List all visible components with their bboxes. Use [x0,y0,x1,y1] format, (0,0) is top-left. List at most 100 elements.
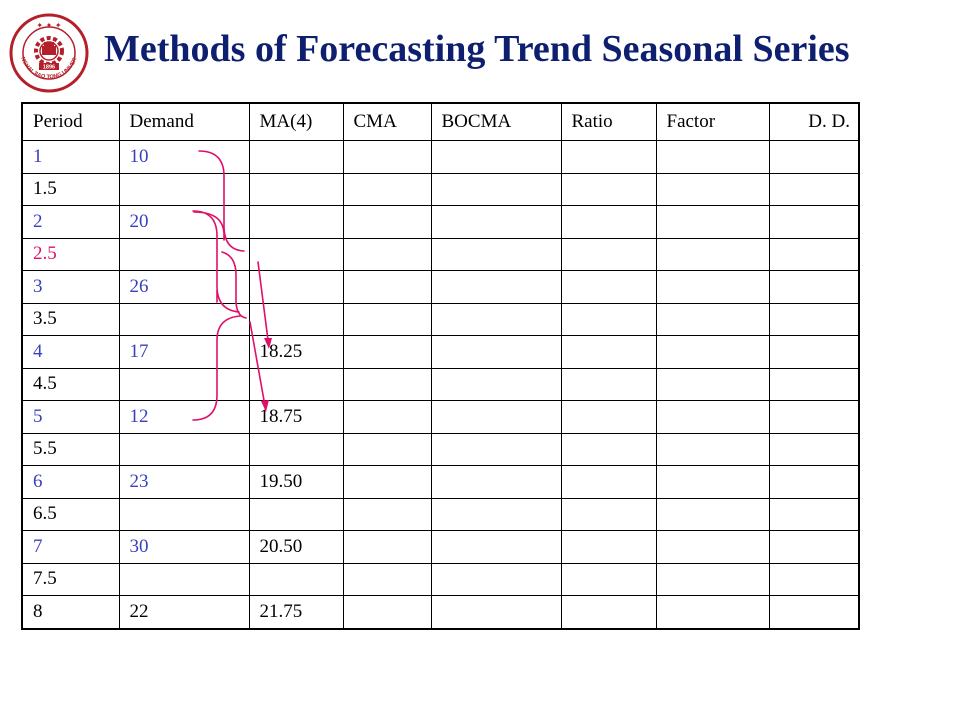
ma4-cell [248,270,344,304]
cma-cell [342,237,432,271]
bocma-cell [430,465,562,499]
dd-cell [768,205,860,239]
ma4-cell [248,172,344,206]
ratio-cell [560,400,657,434]
factor-cell [655,237,770,271]
ma4-cell: 19.50 [248,465,344,499]
ma4-cell [248,367,344,401]
cma-cell [342,270,432,304]
ma4-cell: 20.50 [248,530,344,564]
demand-cell [118,367,250,401]
ma4-cell [248,237,344,271]
ratio-cell [560,335,657,369]
ma4-cell: 18.75 [248,400,344,434]
ratio-cell [560,562,657,596]
period-cell: 5 [21,400,120,434]
factor-cell [655,335,770,369]
cma-cell [342,562,432,596]
ratio-cell [560,465,657,499]
ratio-cell [560,140,657,174]
ma4-cell [248,562,344,596]
ratio-cell [560,205,657,239]
ma4-cell: 21.75 [248,595,344,629]
table-row: 5 12 18.75 [21,400,860,434]
cma-cell [342,530,432,564]
period-cell: 2 [21,205,120,239]
period-cell: 1.5 [21,172,120,206]
dd-cell [768,335,860,369]
cma-cell [342,172,432,206]
factor-cell [655,595,770,629]
factor-cell [655,432,770,466]
header-demand: Demand [118,102,250,141]
table-row: 8 22 21.75 [21,595,860,629]
dd-cell [768,497,860,531]
table-row: 6.5 [21,497,860,531]
forecast-table: Period Demand MA(4) CMA BOCMA Ratio Fact… [21,102,860,630]
demand-cell: 10 [118,140,250,174]
table-row: 4.5 [21,367,860,401]
header-factor: Factor [655,102,770,141]
cma-cell [342,465,432,499]
period-cell: 2.5 [21,237,120,271]
ma4-cell [248,205,344,239]
bocma-cell [430,335,562,369]
table-row: 7.5 [21,562,860,596]
period-cell: 3.5 [21,302,120,336]
dd-cell [768,270,860,304]
demand-cell [118,237,250,271]
factor-cell [655,270,770,304]
bocma-cell [430,497,562,531]
cma-cell [342,595,432,629]
factor-cell [655,140,770,174]
demand-cell [118,562,250,596]
period-cell: 3 [21,270,120,304]
demand-cell: 20 [118,205,250,239]
table-row: 2 20 [21,205,860,239]
table-header-row: Period Demand MA(4) CMA BOCMA Ratio Fact… [21,102,860,141]
svg-text:1896: 1896 [43,65,55,71]
bocma-cell [430,432,562,466]
dd-cell [768,530,860,564]
dd-cell [768,595,860,629]
table-row: 7 30 20.50 [21,530,860,564]
bocma-cell [430,367,562,401]
demand-cell [118,302,250,336]
table-row: 4 17 18.25 [21,335,860,369]
table-row: 3.5 [21,302,860,336]
ratio-cell [560,270,657,304]
dd-cell [768,172,860,206]
demand-cell: 12 [118,400,250,434]
factor-cell [655,302,770,336]
header-cma: CMA [342,102,432,141]
dd-cell [768,400,860,434]
ratio-cell [560,237,657,271]
cma-cell [342,302,432,336]
dd-cell [768,367,860,401]
bocma-cell [430,562,562,596]
ratio-cell [560,432,657,466]
bocma-cell [430,172,562,206]
cma-cell [342,335,432,369]
bocma-cell [430,140,562,174]
dd-cell [768,140,860,174]
page-title: Methods of Forecasting Trend Seasonal Se… [104,28,850,70]
cma-cell [342,400,432,434]
dd-cell [768,562,860,596]
demand-cell: 30 [118,530,250,564]
dd-cell [768,302,860,336]
header-dd: D. D. [768,102,860,141]
factor-cell [655,465,770,499]
demand-cell [118,497,250,531]
ratio-cell [560,530,657,564]
cma-cell [342,432,432,466]
period-cell: 8 [21,595,120,629]
demand-cell [118,172,250,206]
bocma-cell [430,595,562,629]
ratio-cell [560,595,657,629]
ratio-cell [560,497,657,531]
table-row: 1.5 [21,172,860,206]
factor-cell [655,530,770,564]
factor-cell [655,172,770,206]
period-cell: 4 [21,335,120,369]
